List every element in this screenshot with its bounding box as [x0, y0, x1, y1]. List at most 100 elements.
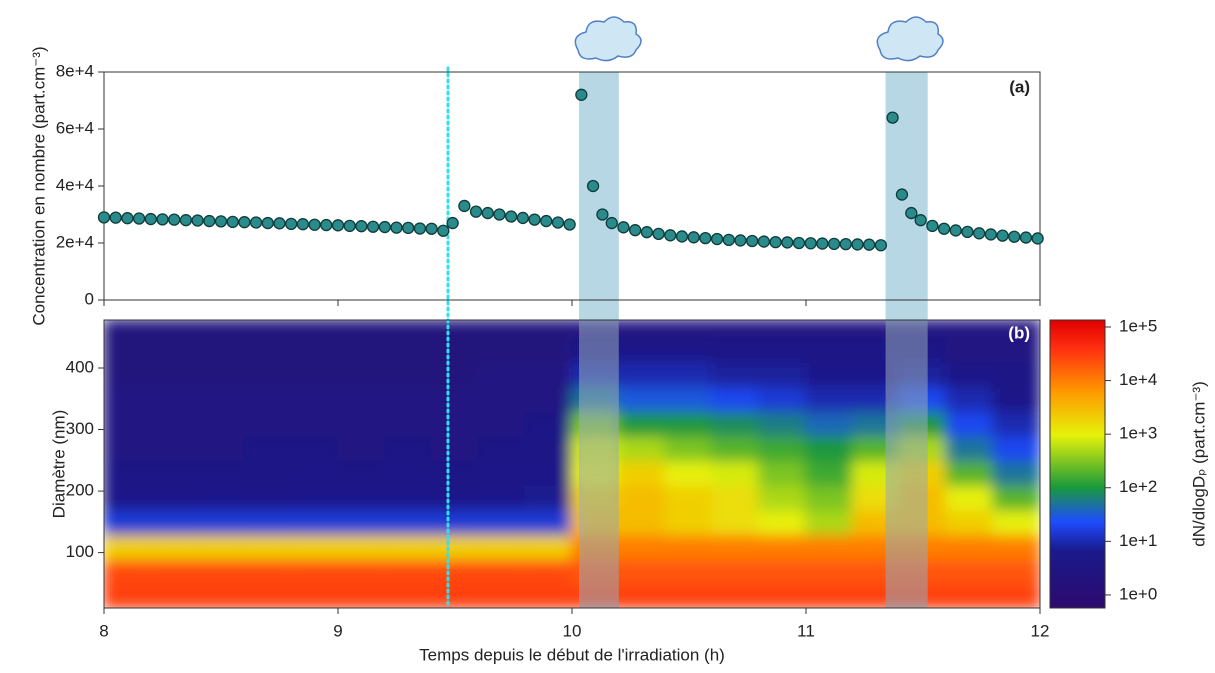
x-axis-title: Temps depuis le début de l'irradiation (… [419, 645, 725, 664]
data-point [97, 211, 111, 224]
heatmap-cell [149, 434, 199, 462]
heatmap-cell [104, 410, 152, 437]
heatmap-cell [805, 360, 854, 388]
data-point [296, 218, 310, 231]
heatmap-cell [945, 360, 995, 388]
data-point [687, 231, 700, 244]
data-point [505, 210, 518, 223]
heatmap-cell [758, 360, 807, 388]
heatmap-cell [243, 434, 293, 462]
heatmap-cell [524, 320, 573, 339]
heatmap-cell [337, 582, 386, 608]
data-point [493, 208, 506, 221]
data-point [121, 212, 134, 225]
data-point [961, 225, 974, 239]
heatmap-cell [196, 483, 246, 511]
heatmap-cell [290, 533, 339, 560]
heatmap-cell [711, 582, 761, 608]
data-point [203, 214, 216, 228]
data-point [746, 234, 759, 248]
data-point [839, 237, 852, 251]
data-point [734, 234, 747, 247]
data-point [710, 232, 724, 246]
heatmap-cell [430, 459, 480, 486]
heatmap-cell [758, 320, 807, 339]
heatmap-cell [149, 582, 199, 608]
data-point [551, 216, 565, 229]
heatmap-cell [337, 320, 386, 339]
heatmap-cell [664, 336, 714, 363]
heatmap-cell [149, 508, 199, 536]
heatmap-cell [337, 360, 386, 388]
data-point [458, 199, 471, 213]
heatmap-cell [196, 434, 246, 462]
heatmap-cell [149, 533, 199, 560]
data-point [827, 237, 841, 251]
heatmap-cell [524, 582, 573, 608]
heatmap-cell [337, 557, 386, 585]
heatmap-cell [664, 410, 714, 437]
heatmap-cell [104, 557, 152, 585]
heatmap-cell [992, 533, 1040, 560]
data-point [469, 205, 483, 218]
x-tick-label: 12 [1031, 621, 1050, 640]
heatmap-cell [243, 320, 293, 339]
cloud-icons [574, 16, 944, 62]
heatmap-cell [243, 336, 293, 363]
data-point [355, 220, 368, 233]
heatmap-cell [477, 410, 527, 437]
heatmap-cell [337, 336, 386, 363]
heatmap-cell [337, 410, 386, 437]
heatmap-cell [430, 533, 480, 560]
heatmap-cell [945, 385, 995, 413]
heatmap-cell [383, 508, 433, 536]
heatmap-cell [477, 434, 527, 462]
heatmap-cell [945, 459, 995, 486]
data-point [984, 228, 998, 241]
heatmap-cell [805, 557, 854, 585]
heatmap-cell [243, 582, 293, 608]
data-point [226, 215, 239, 229]
x-tick-label: 8 [99, 621, 108, 640]
heatmap-cell [945, 434, 995, 462]
heatmap-cell [243, 410, 293, 437]
y-tick-label: 400 [66, 357, 94, 376]
heatmap-cell [290, 459, 339, 486]
heatmap-cell [430, 360, 480, 388]
heatmap-cell [477, 533, 527, 560]
y-tick-label: 6e+4 [56, 118, 94, 137]
heatmap-cell [383, 360, 433, 388]
data-point [652, 227, 665, 241]
heatmap-cell [664, 385, 714, 413]
colorbar-tick-label: 1e+5 [1119, 316, 1157, 335]
heatmap-cell [243, 459, 293, 486]
heatmap-cell [196, 508, 246, 536]
heatmap-cell [711, 459, 761, 486]
heatmap-cell [805, 533, 854, 560]
heatmap-cell [290, 483, 339, 511]
data-point [320, 218, 333, 232]
heatmap-cell [758, 336, 807, 363]
heatmap-cell [196, 336, 246, 363]
data-point [1031, 232, 1044, 245]
heatmap-cell [243, 557, 293, 585]
data-point [586, 179, 600, 193]
heatmap-cell [758, 557, 807, 585]
data-point [605, 216, 618, 230]
heatmap-cell [805, 459, 854, 486]
data-point [1019, 231, 1033, 244]
data-point [792, 236, 806, 250]
heatmap-cell [945, 533, 995, 560]
heatmap-cell [290, 385, 339, 413]
heatmap-cell [149, 336, 199, 363]
heatmap-cell [664, 434, 714, 462]
data-point [516, 211, 530, 225]
heatmap-cell [805, 336, 854, 363]
heatmap-cell [337, 533, 386, 560]
data-point [926, 219, 939, 233]
heatmap-cell [383, 434, 433, 462]
heatmap-cell [104, 582, 152, 608]
heatmap-cell [383, 557, 433, 585]
heatmap-cell [758, 483, 807, 511]
